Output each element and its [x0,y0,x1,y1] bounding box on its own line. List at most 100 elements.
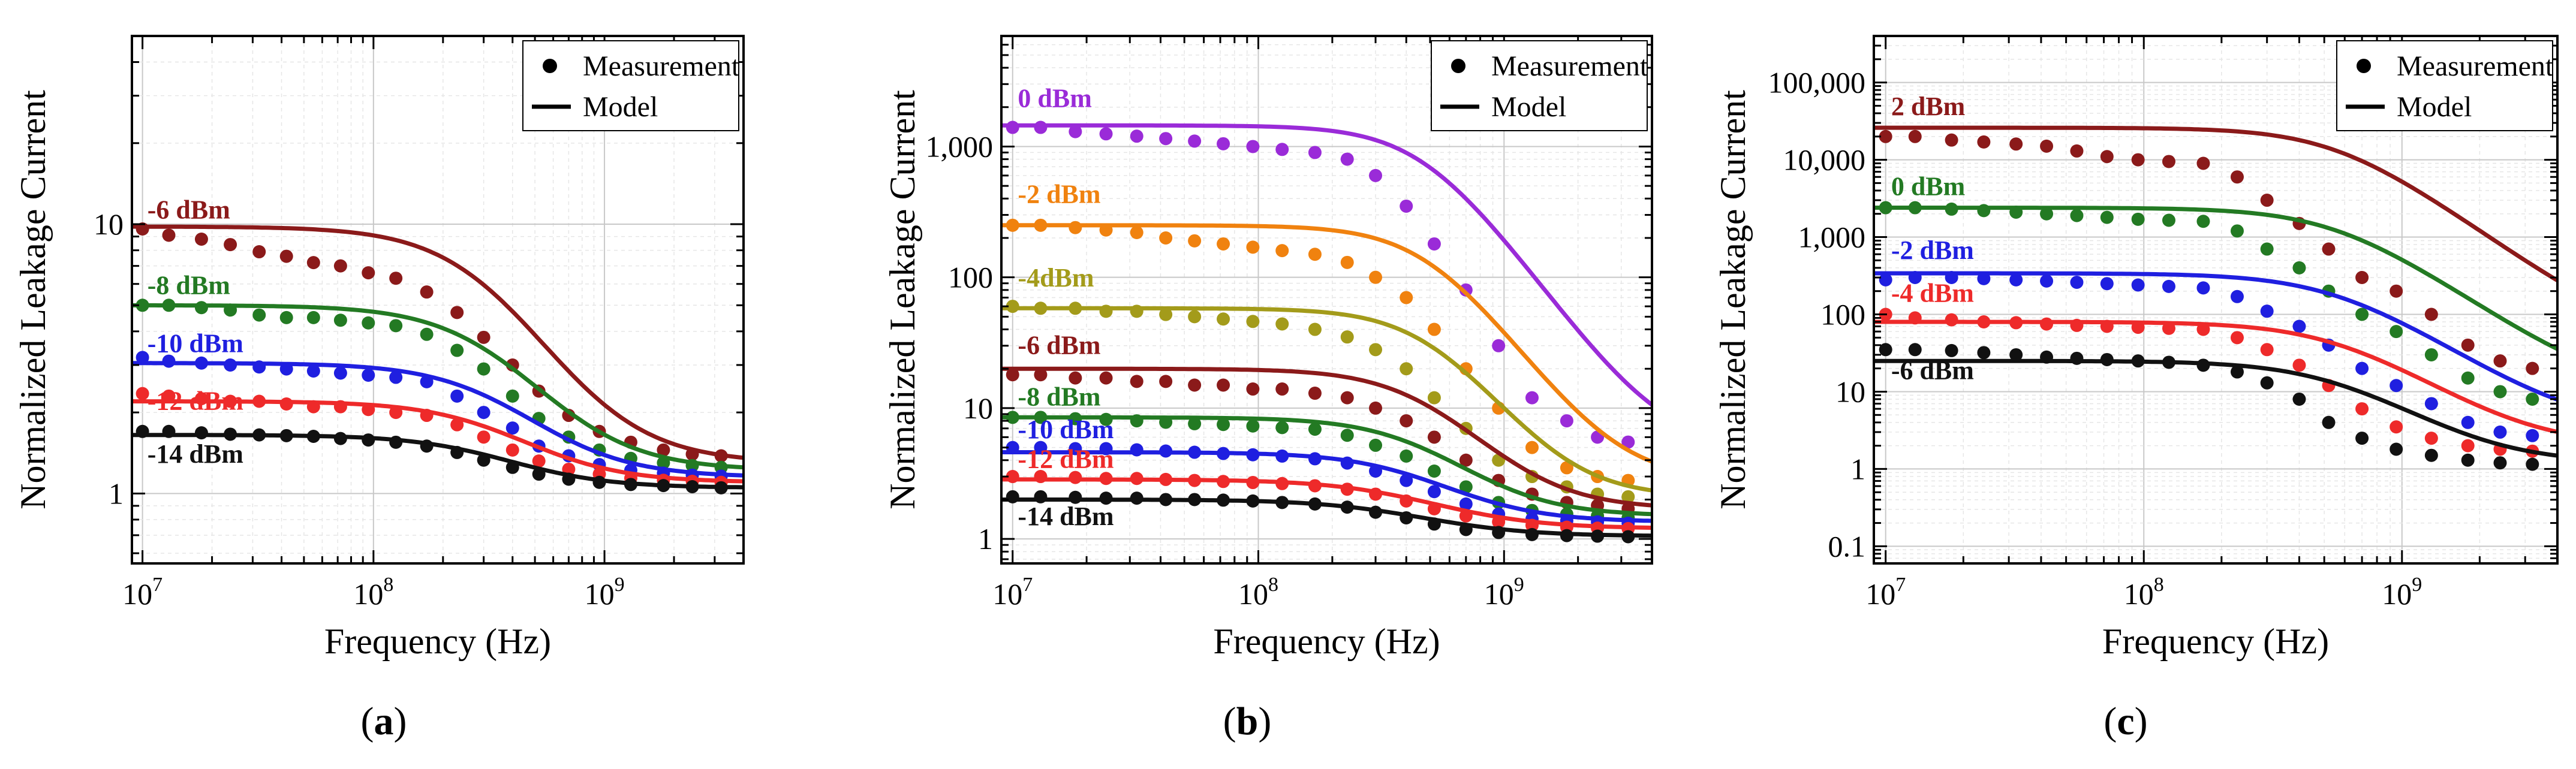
x-tick-label: 107 [1865,574,1906,611]
legend-measurement-marker [543,59,557,73]
measurement-point [1308,497,1322,511]
measurement-point [2009,316,2023,330]
series--6dbm [1874,343,2557,471]
y-tick-label: 1 [978,522,993,556]
measurement-point [279,397,293,411]
measurement-point [1217,312,1230,326]
measurement-point [1275,477,1289,490]
measurement-point [1034,411,1048,424]
plot-frame [131,35,745,565]
y-tick-label: 10,000 [1783,143,1866,177]
measurement-point [1977,204,1991,218]
series-label: -2 dBm [1018,180,1100,209]
measurement-point [1130,375,1143,388]
measurement-point [1188,310,1202,324]
measurement-point [333,400,347,414]
measurement-point [1246,448,1260,462]
measurement-point [1459,509,1473,523]
series-label: -4dBm [1018,263,1094,292]
measurement-point [1492,339,1506,352]
measurement-point [1159,444,1173,458]
series--2dbm [1001,218,1652,487]
x-axis-title: Frequency (Hz) [2102,622,2329,661]
measurement-point [2131,212,2145,226]
measurement-point [1034,470,1048,484]
measurement-point [1006,120,1019,134]
x-axis-title: Frequency (Hz) [324,622,551,661]
measurement-point [1525,391,1539,405]
measurement-point [2009,137,2023,151]
measurement-point [1006,411,1019,424]
measurement-point [1945,202,1958,216]
legend: Measurement Model [1431,40,1648,131]
measurement-point [1340,456,1354,470]
measurement-point [1159,472,1173,486]
measurement-point [194,232,208,246]
measurement-point [2526,429,2539,442]
measurement-point [2230,289,2244,303]
measurement-point [1308,423,1322,436]
chart-panel-3: 2 dBm 0 dBm -2 dBm -4 dBm -6 dBm 107 108 109 0.1… [1713,35,2559,743]
measurement-point [1525,527,1539,541]
measurement-point [2493,385,2507,399]
y-tick-label: 10 [1835,375,1865,408]
measurement-point [1340,255,1354,269]
measurement-point [1159,375,1173,388]
measurement-point [362,316,375,330]
series--2dbm [1874,270,2557,442]
measurement-point [2526,457,2539,471]
measurement-point [1069,412,1082,426]
measurement-point [2070,276,2084,289]
measurement-point [1400,199,1413,213]
measurement-point [1621,435,1635,449]
measurement-point [162,424,176,438]
axis-ticks [131,35,745,563]
measurement-point [279,310,293,324]
y-tick-label: 1,000 [926,129,994,163]
measurement-point [2009,206,2023,219]
measurement-point [450,389,464,403]
measurement-point [1069,442,1082,456]
measurement-point [2526,361,2539,375]
measurement-point [362,266,375,280]
y-tick-label: 10 [94,207,124,241]
series-label: -6 dBm [1891,356,1974,385]
measurement-point [194,426,208,440]
measurement-point [1217,493,1230,507]
measurement-point [505,389,519,403]
measurement-point [1275,143,1289,156]
measurement-point [1069,490,1082,504]
legend-box [1431,40,1648,131]
measurement-point [2040,274,2054,288]
measurement-point [1459,283,1473,297]
measurement-point [1427,322,1441,336]
y-tick-label: 1 [109,477,124,510]
measurement-point [1369,401,1383,415]
measurement-point [2292,358,2306,372]
measurement-point [2355,270,2369,284]
measurement-point [2424,448,2438,462]
measurement-point [2355,432,2369,445]
measurement-point [1159,307,1173,321]
measurement-point [1427,485,1441,499]
measurement-point [2424,397,2438,411]
measurement-point [1340,152,1354,166]
measurement-point [2100,352,2114,366]
measurement-point [1369,465,1383,478]
measurement-point [1217,237,1230,251]
measurement-point [1492,515,1506,529]
measurement-point [1427,517,1441,531]
measurement-point [1908,201,1922,215]
series-label: -6 dBm [148,195,230,225]
measurement-point [333,313,347,327]
measurement-point [2070,318,2084,332]
measurement-point [1340,429,1354,442]
measurement-point [1006,470,1019,484]
measurement-point [1069,471,1082,484]
legend-measurement-marker [2357,59,2371,73]
legend-measurement-label: Measurement [583,50,740,82]
measurement-point [1069,125,1082,138]
measurement-point [450,306,464,319]
measurement-point [1427,391,1441,405]
measurement-point [2493,425,2507,439]
